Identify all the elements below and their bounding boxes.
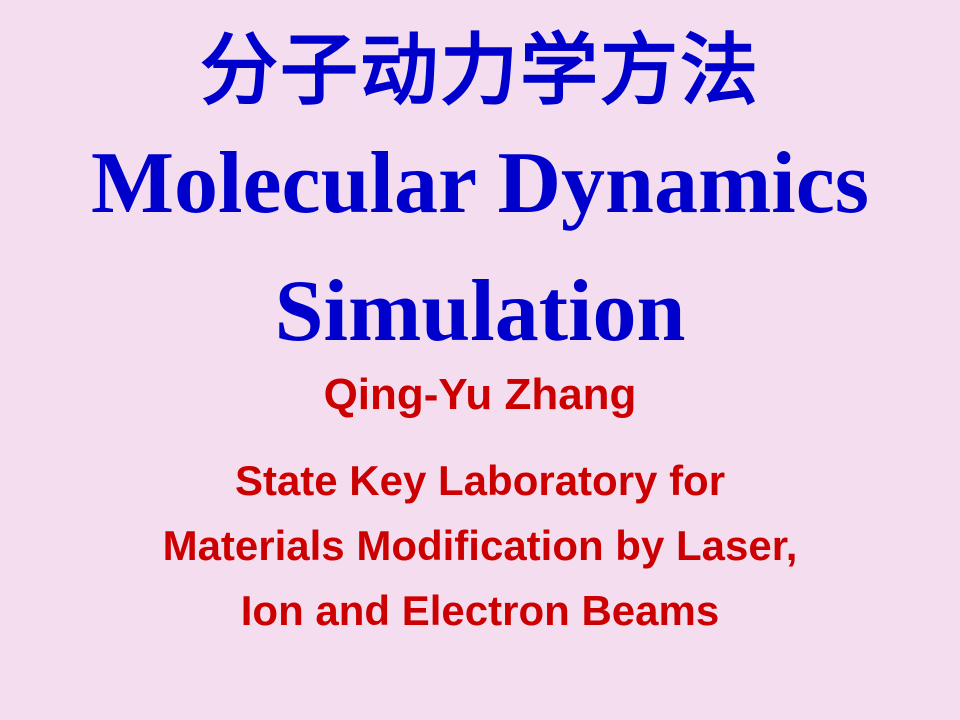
title-chinese: 分子动力学方法: [0, 8, 960, 120]
title-english-line1: Molecular Dynamics: [91, 135, 869, 232]
affiliation: State Key Laboratory for Materials Modif…: [0, 448, 960, 643]
title-english-line2: Simulation: [275, 263, 686, 360]
affiliation-line2: Materials Modification by Laser,: [163, 522, 798, 569]
affiliation-line1: State Key Laboratory for: [235, 457, 725, 504]
affiliation-line3: Ion and Electron Beams: [241, 587, 719, 634]
title-english: Molecular Dynamics Simulation: [0, 120, 960, 375]
author-name: Qing-Yu Zhang: [0, 370, 960, 420]
title-slide: 分子动力学方法 Molecular Dynamics Simulation Qi…: [0, 0, 960, 720]
